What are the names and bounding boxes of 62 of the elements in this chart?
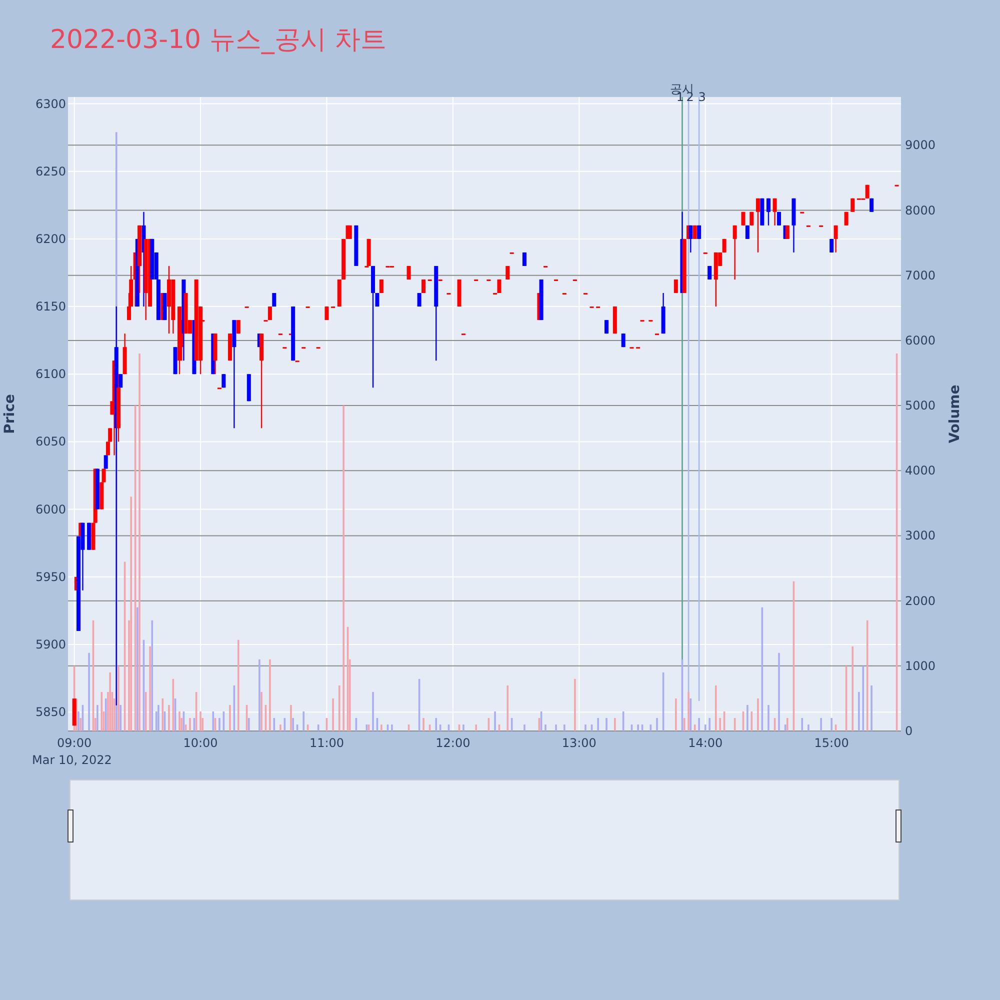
candlestick [692, 224, 697, 240]
y2-tick-label: 4000 [905, 464, 936, 478]
x-tick-label: 09:00 [57, 736, 92, 750]
y2-tick-label: 0 [905, 724, 913, 738]
y2-tick-label: 7000 [905, 268, 936, 282]
candlestick [756, 198, 760, 254]
x-tick-label: 13:00 [562, 736, 596, 750]
y-tick-label: 6100 [35, 367, 66, 382]
y2-tick-label: 9000 [905, 138, 936, 152]
candlestick [506, 265, 510, 280]
candlestick [834, 224, 838, 254]
candlestick [850, 198, 855, 213]
y2-tick-label: 1000 [905, 658, 936, 673]
chart-title: 2022-03-10 뉴스_공시 차트 [50, 25, 387, 55]
candlestick [844, 211, 848, 226]
candlestick [870, 198, 874, 213]
candlestick [417, 292, 422, 308]
y2-tick-label: 8000 [905, 203, 936, 218]
candlestick [732, 224, 737, 280]
y-tick-label: 6000 [35, 502, 66, 516]
candlestick [268, 306, 272, 321]
y-tick-label: 6050 [35, 434, 66, 449]
y2-tick-label: 5000 [905, 398, 936, 413]
x-tick-label: 11:00 [309, 736, 344, 750]
y2-tick-label: 6000 [905, 333, 936, 348]
candlestick [324, 306, 329, 321]
y-tick-label: 6150 [35, 300, 66, 314]
candlestick [222, 374, 226, 388]
candlestick [236, 319, 240, 334]
candlestick [745, 224, 750, 240]
candlestick [865, 184, 870, 199]
candlestick [697, 224, 702, 240]
x-tick-label: 10:00 [183, 736, 218, 750]
candlestick [772, 198, 777, 226]
x-tick-label: 12:00 [436, 736, 470, 750]
y-axis-title: Price [2, 394, 18, 434]
y-tick-label: 6200 [35, 232, 66, 246]
x-tick-label: 15:00 [814, 736, 849, 750]
candlestick [785, 224, 790, 240]
candlestick [766, 198, 770, 226]
candlestick [522, 252, 526, 267]
candlestick [741, 211, 746, 226]
candlestick [688, 224, 693, 254]
candlestick [750, 211, 754, 226]
candlestick [708, 265, 712, 280]
y2-tick-label: 3000 [905, 528, 936, 543]
text: Mar 10, 2022 [32, 753, 112, 767]
y-tick-label: 5900 [35, 637, 66, 652]
x-tick-label: 14:00 [688, 736, 723, 750]
y-tick-label: 5950 [35, 570, 66, 584]
y-tick-label: 6250 [35, 164, 66, 178]
ref-line-label: 3 [698, 90, 706, 104]
candlestick [104, 454, 108, 470]
candlestick [621, 332, 626, 348]
y-tick-label: 6300 [35, 96, 66, 111]
candlestick [830, 238, 834, 254]
y-tick-label: 5850 [35, 705, 66, 720]
candlestick [272, 292, 276, 308]
y2-tick-label: 2000 [905, 594, 936, 608]
y2-axis-title: Volume [947, 384, 963, 444]
candlestick [722, 238, 726, 254]
candlestick [406, 265, 411, 280]
